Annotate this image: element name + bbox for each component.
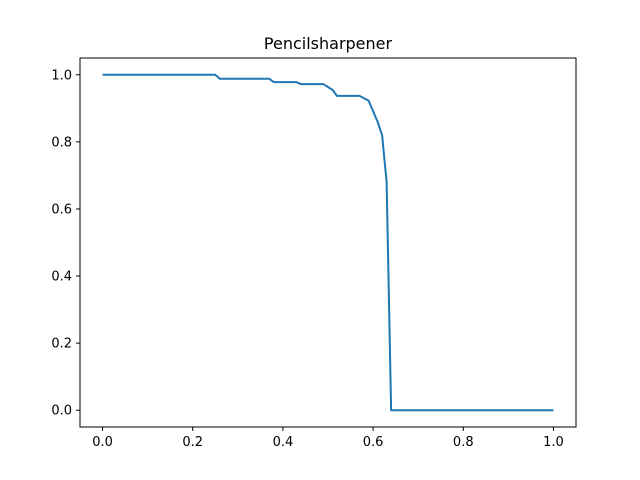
y-axis-ticks: 0.0 0.2 0.4 0.6 0.8 1.0 <box>51 68 80 419</box>
y-tick-label: 1.0 <box>51 68 72 83</box>
x-axis-ticks: 0.0 0.2 0.4 0.6 0.8 1.0 <box>92 427 564 450</box>
x-tick-label: 0.2 <box>182 435 203 450</box>
y-tick-label: 0.4 <box>51 270 72 285</box>
x-tick-label: 0.4 <box>273 435 294 450</box>
x-tick-label: 0.0 <box>92 435 113 450</box>
y-tick-label: 0.6 <box>51 202 72 217</box>
y-tick-label: 0.8 <box>51 135 72 150</box>
chart-title: Pencilsharpener <box>264 34 393 53</box>
x-tick-label: 0.6 <box>363 435 384 450</box>
plot-area-frame <box>79 57 577 428</box>
x-tick-label: 1.0 <box>543 435 564 450</box>
y-tick-label: 0.2 <box>51 337 72 352</box>
series-line <box>102 73 554 412</box>
series-layer <box>102 73 554 412</box>
x-tick-label: 0.8 <box>453 435 474 450</box>
y-tick-label: 0.0 <box>51 404 72 419</box>
